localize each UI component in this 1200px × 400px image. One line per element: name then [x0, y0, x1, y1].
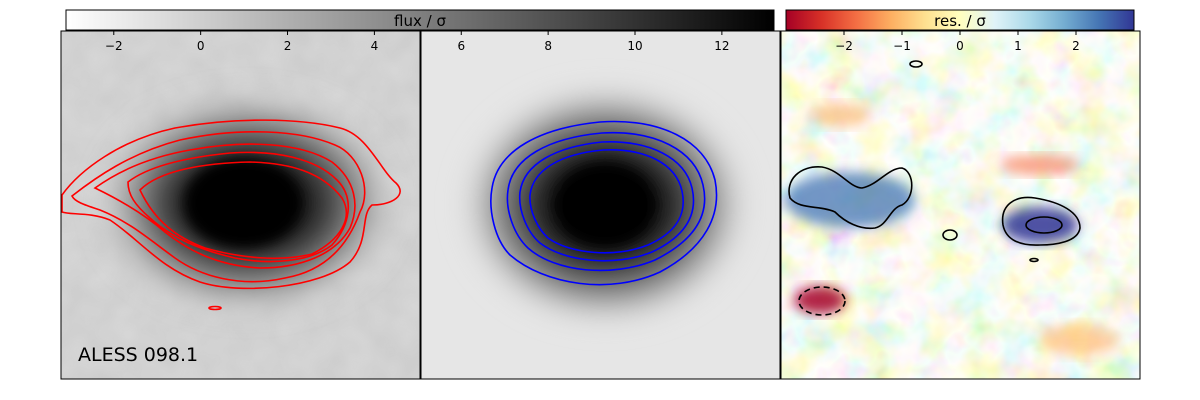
colorbar-tick-label: −2: [835, 39, 853, 53]
residual-contours: [788, 60, 1081, 316]
colorbar-tick-label: 2: [284, 39, 292, 53]
colorbar-tick-label: 0: [956, 39, 964, 53]
colorbar-tick-label: 4: [371, 39, 379, 53]
colorbar-tick-label: 8: [544, 39, 552, 53]
flux-colorbar-ticks: −2 0 2 4 6 8 10 12: [105, 31, 730, 53]
residual-colorbar-label: res. / σ: [934, 12, 986, 30]
colorbar-tick-label: 1: [1014, 39, 1022, 53]
colorbar-tick-label: −1: [893, 39, 911, 53]
model-frame: [420, 30, 781, 380]
model-contours: [490, 120, 718, 286]
flux-colorbar: flux / σ: [65, 9, 775, 31]
colorbar-tick-label: 12: [714, 39, 729, 53]
residual-colorbar: res. / σ: [785, 9, 1135, 31]
residual-panel: [781, 31, 1140, 379]
colorbar-tick-label: 0: [197, 39, 205, 53]
observed-panel: ALESS 098.1: [61, 31, 420, 379]
colorbar-tick-label: 2: [1072, 39, 1080, 53]
colorbar-tick-label: −2: [105, 39, 123, 53]
observed-frame: [60, 30, 421, 380]
colorbar-tick-label: 6: [457, 39, 465, 53]
residual-colorbar-ticks: −2 −1 0 1 2: [835, 31, 1080, 53]
flux-colorbar-label: flux / σ: [394, 12, 446, 30]
model-panel: [421, 31, 780, 379]
colorbar-tick-label: 10: [627, 39, 642, 53]
source-name: ALESS 098.1: [78, 344, 198, 366]
observed-contours: [61, 119, 401, 311]
